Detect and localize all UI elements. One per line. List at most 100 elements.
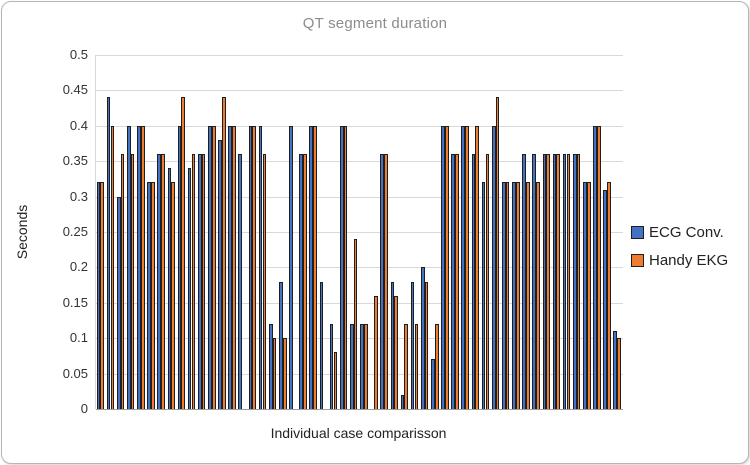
legend: ECG Conv. Handy EKG [631, 224, 728, 280]
bar-ecg-conv [339, 126, 344, 409]
y-tick-label: 0.4 [69, 118, 88, 133]
bar-ecg-conv [562, 154, 567, 409]
y-tick-label: 0.2 [69, 259, 88, 274]
bar-ecg-conv [177, 126, 182, 409]
bar-ecg-conv [613, 331, 618, 409]
chart-title: QT segment duration [302, 15, 448, 32]
bar-handy-ekg [455, 154, 459, 409]
bar-ecg-conv [552, 154, 557, 409]
bar-handy-ekg [566, 154, 571, 409]
bar-handy-ekg [465, 126, 469, 409]
legend-label-ecg-conv: ECG Conv. [649, 224, 724, 241]
bar-ecg-conv [491, 126, 496, 409]
bar-ecg-conv [380, 154, 385, 409]
bar-handy-ekg [556, 154, 561, 409]
bar-handy-ekg [576, 154, 581, 409]
bar-ecg-conv [268, 324, 273, 409]
bar-ecg-conv [289, 126, 293, 409]
bar-ecg-conv [420, 267, 425, 409]
bar-ecg-conv [360, 324, 364, 409]
y-tick-label: 0.45 [62, 82, 88, 97]
bar-ecg-conv [471, 154, 476, 409]
bar-handy-ekg [475, 126, 480, 409]
bar-ecg-conv [572, 154, 577, 409]
plot-area: 0.5 0.45 0.4 0.35 0.3 0.25 0.2 0.15 0.1 0.05 0 [63, 47, 623, 416]
bar-ecg-conv [279, 282, 283, 409]
gridline [96, 338, 623, 339]
bar-ecg-conv [329, 324, 334, 409]
bar-handy-ekg [303, 154, 307, 409]
bar-handy-ekg [363, 324, 368, 409]
bar-handy-ekg [120, 154, 125, 409]
legend-swatch-handy-ekg-icon [631, 254, 644, 267]
bar-handy-ekg [343, 126, 348, 409]
bar-ecg-conv [319, 282, 324, 409]
bar-handy-ekg [394, 296, 398, 409]
bar-handy-ekg [607, 182, 611, 409]
bar-ecg-conv [603, 190, 608, 409]
bar-handy-ekg [110, 126, 115, 409]
bar-handy-ekg [414, 324, 419, 409]
bar-ecg-conv [299, 154, 303, 409]
gridline [96, 90, 623, 91]
x-axis-line [96, 409, 623, 410]
bar-handy-ekg [536, 182, 540, 409]
bar-ecg-conv [167, 168, 172, 409]
bar-ecg-conv [431, 359, 435, 409]
x-axis-title: Individual case comparisson [270, 425, 447, 441]
bar-ecg-conv [208, 126, 212, 409]
bar-handy-ekg [434, 324, 439, 409]
bar-handy-ekg [140, 126, 145, 409]
bar-ecg-conv [218, 140, 222, 409]
gridline [96, 267, 623, 268]
bar-handy-ekg [546, 154, 550, 409]
bar-handy-ekg [526, 182, 530, 409]
bar-ecg-conv [127, 126, 131, 409]
bar-ecg-conv [116, 197, 121, 409]
gridline [96, 232, 623, 233]
bar-ecg-conv [522, 154, 526, 409]
bar-ecg-conv [96, 182, 101, 409]
bar-ecg-conv [410, 282, 415, 409]
gridline [96, 55, 623, 56]
y-axis-title: Seconds [14, 204, 30, 260]
y-tick-label: 0.3 [69, 189, 88, 204]
bar-ecg-conv [197, 154, 202, 409]
bar-handy-ekg [151, 182, 155, 409]
y-tick-label: 0.05 [62, 366, 88, 381]
bar-handy-ekg [586, 182, 591, 409]
bar-ecg-conv [349, 324, 354, 409]
legend-item-handy-ekg: Handy EKG [631, 252, 728, 269]
bar-handy-ekg [617, 338, 621, 409]
bar-handy-ekg [444, 126, 449, 409]
bar-handy-ekg [333, 352, 338, 409]
bar-handy-ekg [597, 126, 601, 409]
bar-handy-ekg [211, 126, 216, 409]
y-tick-label: 0.15 [62, 295, 88, 310]
bar-ecg-conv [501, 182, 506, 409]
bar-handy-ekg [191, 154, 196, 409]
bar-handy-ekg [201, 154, 206, 409]
y-tick-label: 0.35 [62, 153, 88, 168]
bar-ecg-conv [593, 126, 597, 409]
bar-handy-ekg [222, 97, 226, 409]
bar-handy-ekg [374, 296, 378, 409]
y-tick-label: 0 [80, 401, 88, 416]
bar-ecg-conv [147, 182, 151, 409]
bar-ecg-conv [238, 154, 243, 409]
bar-handy-ekg [262, 154, 267, 409]
bar-handy-ekg [495, 97, 500, 409]
bar-ecg-conv [137, 126, 141, 409]
gridline [96, 197, 623, 198]
bar-handy-ekg [485, 154, 490, 409]
legend-label-handy-ekg: Handy EKG [649, 252, 729, 269]
bar-ecg-conv [106, 97, 111, 409]
bar-ecg-conv [248, 126, 253, 409]
bar-handy-ekg [282, 338, 287, 409]
bar-handy-ekg [252, 126, 257, 409]
gridline [96, 126, 623, 127]
bar-ecg-conv [228, 126, 233, 409]
bar-ecg-conv [187, 168, 192, 409]
